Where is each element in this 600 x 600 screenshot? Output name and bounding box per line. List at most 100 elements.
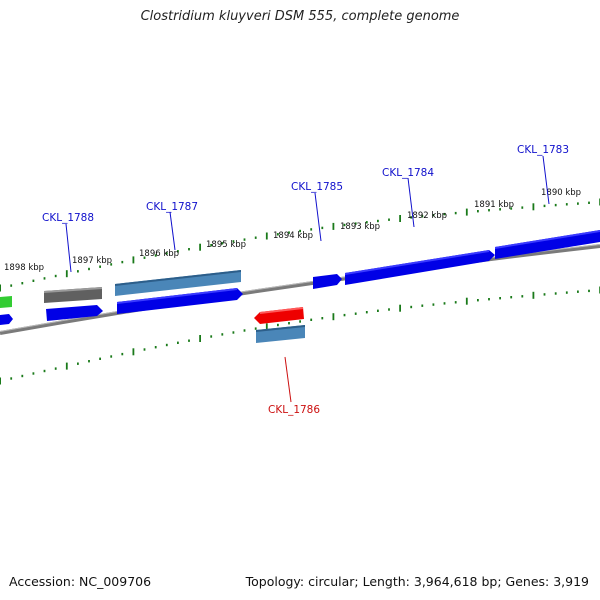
outer-ruler-tick [10, 284, 13, 287]
inner-dotted-ring [0, 286, 600, 385]
outer-track [0, 270, 241, 308]
tick-label-1892: 1892 kbp [407, 211, 447, 221]
outer-ruler-tick [21, 282, 24, 285]
outer-ruler-tick [588, 201, 590, 204]
inner-ring-tick [310, 318, 313, 321]
outer-ruler-tick [254, 236, 257, 239]
inner-ring-tick [454, 301, 457, 304]
reverse-strand-track [254, 307, 305, 343]
genome-backbone [0, 244, 600, 335]
inner-ring-tick [232, 331, 235, 334]
green-feature[interactable] [0, 296, 12, 308]
inner-ring-tick [43, 369, 46, 373]
outer-ruler-tick [277, 233, 279, 236]
outer-ruler-tick [165, 252, 168, 255]
inner-ring-tick [465, 297, 468, 305]
outer-ruler-tick [43, 277, 46, 280]
outer-ruler-tick [132, 256, 135, 264]
inner-ring-tick [21, 374, 24, 378]
tick-label-1890: 1890 kbp [541, 188, 581, 198]
outer-ruler-tick [321, 226, 324, 230]
inner-ring-tick [399, 304, 401, 312]
inner-ring-tick [0, 377, 1, 385]
gene-label-ckl-1788[interactable]: CKL_1788 [42, 212, 94, 224]
outer-ruler-tick [388, 218, 390, 221]
outer-ruler-tick [565, 203, 568, 206]
callout-ckl-1783 [542, 155, 550, 205]
outer-ruler-tick [77, 270, 79, 273]
inner-ring-tick [510, 296, 513, 299]
genome-summary-text: Topology: circular; Length: 3,964,618 bp… [245, 574, 589, 589]
outer-ruler-tick [210, 244, 213, 247]
inner-ring-tick [54, 367, 57, 370]
outer-ruler-tick [199, 243, 201, 251]
tick-label-1891: 1891 kbp [474, 200, 514, 210]
inner-ring-tick [432, 303, 435, 306]
outer-ruler-tick [343, 223, 346, 227]
gene-arrow-left-edge[interactable] [0, 314, 13, 325]
outer-ruler-tick [88, 267, 90, 271]
gene-label-ckl-1784[interactable]: CKL_1784 [382, 167, 434, 179]
inner-ring-tick [477, 299, 479, 302]
outer-ruler-tick [577, 202, 579, 205]
gene-arrow-ckl-1787[interactable] [117, 288, 243, 314]
callout-ckl-1784 [407, 177, 415, 228]
tick-label-1895: 1895 kbp [206, 240, 246, 250]
inner-ring-tick [121, 352, 124, 356]
steelblue-feature-ckl-1787[interactable] [115, 270, 241, 296]
gene-arrow-ckl-1784[interactable] [345, 250, 495, 285]
tick-label-1894: 1894 kbp [273, 231, 313, 241]
outer-ruler-tick [54, 274, 57, 278]
outer-ruler-tick [143, 256, 146, 259]
gene-arrow-ckl-1788[interactable] [46, 305, 103, 321]
inner-ring-tick [254, 327, 257, 330]
map-title: Clostridium kluyveri DSM 555, complete g… [140, 9, 460, 24]
inner-ring-tick [32, 372, 35, 375]
outer-ruler-tick [521, 206, 524, 209]
callout-ckl-1788 [65, 223, 72, 273]
inner-ring-tick [421, 304, 424, 307]
outer-ruler-tick [432, 214, 435, 217]
inner-ring-tick [365, 311, 368, 314]
outer-ruler-tick [488, 209, 490, 212]
inner-ring-tick [532, 291, 535, 299]
outer-ruler-tick [232, 240, 235, 243]
outer-ruler-tick [399, 215, 401, 222]
tick-labels: 1898 kbp 1897 kbp 1896 kbp 1895 kbp 1894… [4, 188, 581, 273]
inner-ring-tick [199, 335, 201, 342]
gene-arrow-ckl-1783[interactable] [495, 230, 600, 259]
inner-ring-tick [277, 323, 279, 327]
outer-ruler-tick [310, 228, 313, 231]
inner-ring-tick [554, 292, 557, 295]
inner-ring-tick [299, 320, 301, 323]
outer-ruler-tick [421, 215, 424, 218]
outer-ruler-tick [499, 208, 501, 211]
outer-ruler-tick [510, 207, 513, 210]
gene-arrow-ckl-1785[interactable] [313, 274, 342, 289]
inner-ring-tick [99, 357, 101, 360]
inner-ring-tick [143, 348, 146, 351]
inner-ring-tick [521, 295, 524, 298]
inner-ring-tick [265, 323, 268, 331]
inner-ring-tick [388, 308, 390, 311]
outer-ruler-tick [443, 212, 446, 216]
outer-ruler-tick [121, 260, 124, 264]
inner-ring-tick [10, 377, 13, 380]
inner-ring-tick [410, 305, 413, 309]
gene-label-ckl-1785[interactable]: CKL_1785 [291, 181, 343, 193]
outer-ruler-tick [554, 203, 557, 207]
inner-ring-tick [110, 355, 113, 358]
inner-ring-tick [354, 312, 357, 315]
gene-label-ckl-1787[interactable]: CKL_1787 [146, 201, 198, 213]
outer-ruler-tick [177, 250, 179, 253]
gene-label-ckl-1783[interactable]: CKL_1783 [517, 144, 569, 156]
tick-label-1897: 1897 kbp [72, 256, 112, 266]
outer-ruler-tick [477, 210, 479, 213]
inner-ring-tick [577, 290, 579, 293]
inner-ring-tick [154, 346, 157, 349]
inner-ring-tick [210, 335, 213, 338]
inner-ring-tick [165, 343, 168, 347]
gene-label-ckl-1786[interactable]: CKL_1786 [268, 404, 320, 416]
inner-ring-tick [588, 289, 590, 293]
